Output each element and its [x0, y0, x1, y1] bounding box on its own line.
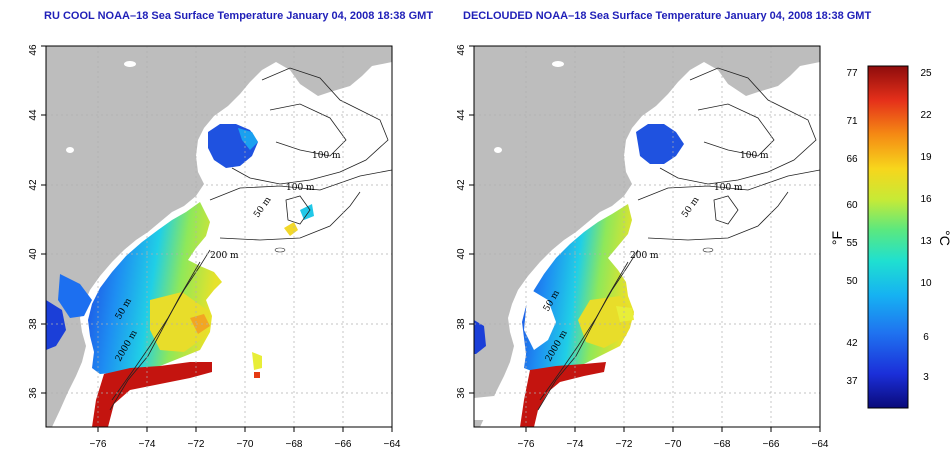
x-tick-label: −74	[139, 439, 156, 450]
f-tick-label: 71	[846, 116, 858, 127]
depth-label: 50 m	[252, 195, 274, 220]
depth-label: 100 m	[740, 151, 769, 161]
c-tick-label: 6	[923, 332, 929, 343]
gulf-stream-sst	[92, 362, 212, 427]
f-tick-label: 60	[846, 200, 858, 211]
land-mass	[46, 46, 392, 427]
y-tick-label: 46	[456, 44, 467, 56]
x-tick-label: −64	[812, 439, 829, 450]
left-map-panel: 100 m 100 m 50 m 200 m 50 m 2000 m −76 −…	[28, 44, 401, 450]
right-map-panel: 100 m 100 m 50 m 200 m 50 m 2000 m −76 −…	[456, 44, 829, 450]
x-tick-label: −68	[286, 439, 303, 450]
f-tick-label: 66	[846, 154, 858, 165]
f-tick-label: 77	[846, 68, 858, 79]
x-tick-label: −70	[237, 439, 254, 450]
gulf-stream-sst	[520, 362, 606, 427]
x-tick-label: −70	[665, 439, 682, 450]
left-map-frame	[45, 45, 393, 428]
c-tick-label: 22	[920, 110, 932, 121]
left-map-title: RU COOL NOAA–18 Sea Surface Temperature …	[44, 10, 434, 22]
y-tick-label: 40	[456, 248, 467, 260]
land-mass	[474, 46, 820, 427]
celsius-unit-label: °C	[937, 230, 950, 246]
depth-label: 200 m	[210, 251, 239, 261]
y-tick-label: 38	[28, 318, 39, 330]
y-tick-label: 42	[28, 179, 39, 191]
depth-label: 200 m	[630, 251, 659, 261]
y-tick-label: 44	[28, 109, 39, 121]
x-tick-label: −76	[90, 439, 107, 450]
right-isobaths	[537, 67, 820, 411]
gulf-of-maine-sst	[636, 124, 684, 164]
left-isobaths	[109, 67, 392, 411]
y-tick-label: 40	[28, 248, 39, 260]
f-tick-label: 37	[846, 376, 858, 387]
y-tick-label: 44	[456, 109, 467, 121]
c-tick-label: 3	[923, 372, 929, 383]
x-tick-label: −74	[567, 439, 584, 450]
right-grid	[474, 46, 820, 427]
c-tick-label: 13	[920, 236, 932, 247]
y-tick-label: 46	[28, 44, 39, 56]
c-tick-label: 25	[920, 68, 932, 79]
y-tick-label: 36	[28, 387, 39, 399]
depth-label: 50 m	[680, 195, 702, 220]
x-tick-label: −72	[616, 439, 633, 450]
temperature-colorbar: 77 71 66 60 55 50 42 37 25 22 19 16 13 1…	[829, 65, 950, 409]
right-map-frame	[473, 45, 821, 428]
x-tick-label: −76	[518, 439, 535, 450]
x-tick-label: −72	[188, 439, 205, 450]
colorbar-gradient	[867, 65, 909, 409]
x-tick-label: −68	[714, 439, 731, 450]
f-tick-label: 55	[846, 238, 858, 249]
f-tick-label: 50	[846, 276, 858, 287]
depth-label: 100 m	[312, 151, 341, 161]
c-tick-label: 10	[920, 278, 932, 289]
depth-label: 100 m	[286, 183, 315, 193]
y-tick-label: 38	[456, 318, 467, 330]
c-tick-label: 16	[920, 194, 932, 205]
c-tick-label: 19	[920, 152, 932, 163]
left-grid	[46, 46, 392, 427]
y-tick-label: 42	[456, 179, 467, 191]
x-tick-label: −66	[335, 439, 352, 450]
f-tick-label: 42	[846, 338, 858, 349]
x-tick-label: −66	[763, 439, 780, 450]
y-tick-label: 36	[456, 387, 467, 399]
depth-label: 100 m	[714, 183, 743, 193]
x-tick-label: −64	[384, 439, 401, 450]
right-map-title: DECLOUDED NOAA–18 Sea Surface Temperatur…	[463, 10, 872, 22]
fahrenheit-unit-label: °F	[829, 231, 845, 245]
